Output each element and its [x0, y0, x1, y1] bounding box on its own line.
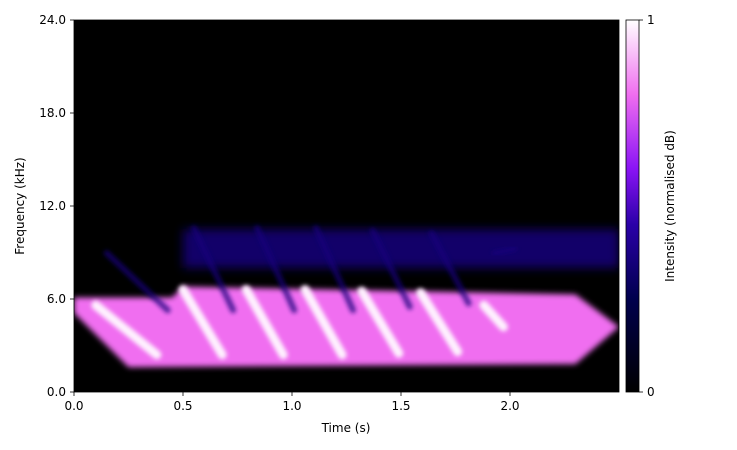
- sweep-mark: [357, 286, 404, 358]
- colorbar-label: Intensity (normalised dB): [663, 130, 677, 282]
- colorbar-tick-label: 1: [647, 13, 655, 27]
- x-tick-label: 1.5: [391, 399, 410, 413]
- spectrogram-image: [74, 225, 619, 368]
- sweep-mark: [178, 285, 227, 360]
- sweep-harmonic-mark: [254, 225, 298, 314]
- colorbar: [625, 19, 640, 393]
- sweep-harmonic-mark: [428, 230, 472, 307]
- sweep-harmonic-mark: [190, 225, 237, 314]
- x-tick-label: 0.5: [173, 399, 192, 413]
- sweep-mark: [479, 300, 508, 332]
- sweep-harmonic-mark: [491, 245, 518, 257]
- sweep-mark: [300, 285, 347, 360]
- y-axis: 0.0 6.0 12.0 18.0 24.0: [39, 13, 74, 399]
- y-tick-label: 24.0: [39, 13, 66, 27]
- sweep-mark: [416, 288, 463, 357]
- y-tick-label: 6.0: [47, 292, 66, 306]
- sweep-mark: [241, 285, 288, 360]
- y-tick-label: 12.0: [39, 199, 66, 213]
- sweep-harmonic-mark: [369, 227, 413, 310]
- y-tick-label: 18.0: [39, 106, 66, 120]
- sweep-harmonic-mark: [312, 225, 357, 314]
- colorbar-tick-label: 0: [647, 385, 655, 399]
- y-tick-label: 0.0: [47, 385, 66, 399]
- harmonic-band: [183, 229, 619, 268]
- y-axis-label: Frequency (kHz): [13, 157, 27, 254]
- colorbar-ticks: 01: [639, 13, 655, 399]
- x-axis: 0.0 0.5 1.0 1.5 2.0: [64, 392, 520, 413]
- x-axis-label: Time (s): [321, 421, 371, 435]
- sweep-harmonic-mark: [103, 250, 171, 314]
- sweep-mark: [91, 300, 162, 360]
- x-tick-label: 1.0: [282, 399, 301, 413]
- x-tick-label: 0.0: [64, 399, 83, 413]
- x-tick-label: 2.0: [500, 399, 519, 413]
